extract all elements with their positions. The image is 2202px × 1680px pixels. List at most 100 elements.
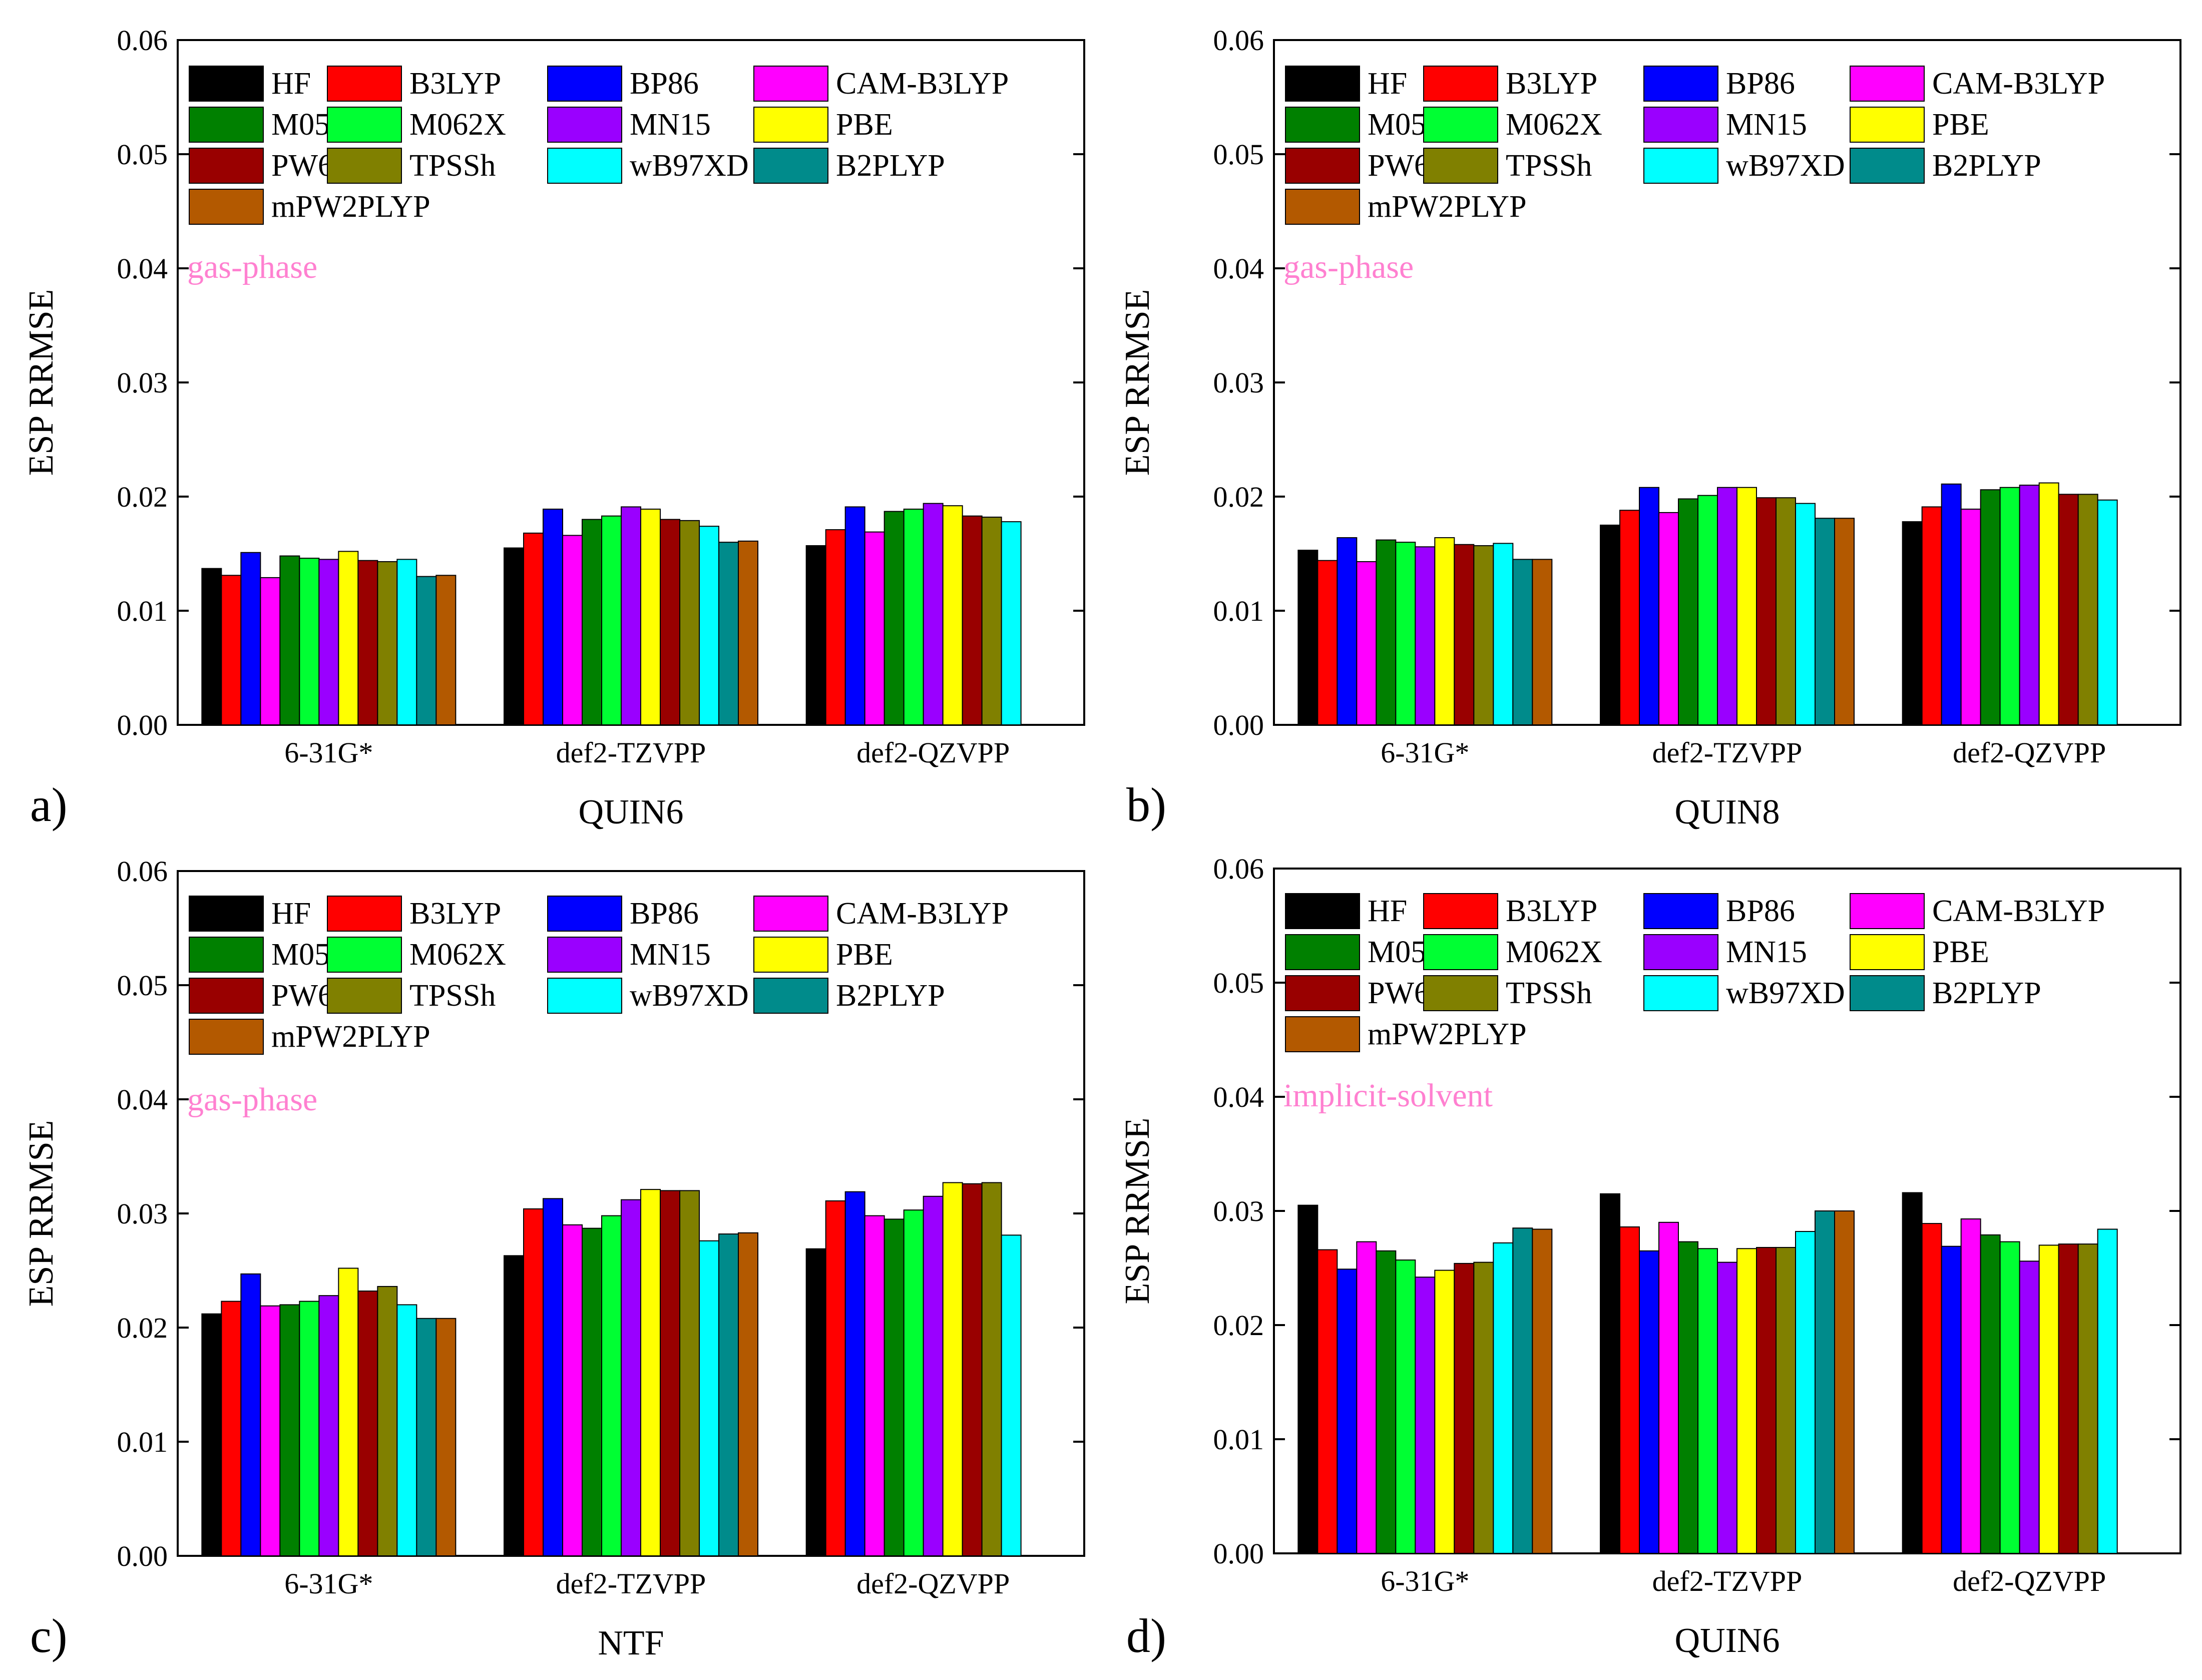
- bar-mn15: [318, 1295, 339, 1556]
- bar-pw6b95: [2058, 1243, 2079, 1554]
- y-tick-label: 0.01: [1213, 1423, 1264, 1456]
- bar-bp86: [543, 1198, 563, 1557]
- bar-m052x: [582, 1227, 602, 1556]
- bar-bp86: [844, 1191, 865, 1556]
- bar-wb97xd: [699, 526, 719, 726]
- bar-bp86: [1941, 483, 1962, 725]
- legend-swatch-pw6b95: [1285, 975, 1360, 1011]
- bar-bp86: [1639, 487, 1659, 725]
- legend-swatch-hf: [189, 66, 264, 102]
- bar-pbe: [338, 1268, 359, 1556]
- bar-cam-b3lyp: [1356, 1241, 1377, 1554]
- bar-hf: [504, 547, 524, 725]
- bar-mpw2plyp: [1834, 518, 1855, 725]
- bar-pbe: [942, 1182, 963, 1556]
- legend-swatch-pbe: [1850, 934, 1925, 970]
- y-tick-label: 0.05: [1213, 967, 1264, 999]
- legend-swatch-b3lyp: [1423, 66, 1498, 102]
- legend-swatch-tpssh: [1423, 148, 1498, 184]
- bar-mn15: [1415, 546, 1436, 725]
- legend-label: CAM-B3LYP: [836, 67, 1009, 101]
- bar-mn15: [923, 1195, 944, 1557]
- legend-label: BP86: [630, 67, 699, 101]
- chart-panel-1: 0.00 0.01 0.02 0.03 0.04 0.05 0.06 ESP RRMSE 6-3…: [22, 24, 1085, 831]
- bar-m062x: [1395, 542, 1416, 725]
- legend-label: B3LYP: [1506, 67, 1597, 101]
- y-tick-label: 0.03: [1213, 366, 1264, 399]
- bar-pbe: [640, 1189, 661, 1557]
- bar-tpssh: [679, 1190, 700, 1556]
- bar-hf: [805, 545, 826, 726]
- bar-bp86: [1337, 537, 1358, 725]
- legend-swatch-b2plyp: [1850, 148, 1925, 184]
- legend-label: MN15: [630, 108, 711, 142]
- y-tick-label: 0.04: [117, 252, 168, 285]
- legend-swatch-b3lyp: [327, 896, 402, 932]
- bar-b3lyp: [1921, 506, 1942, 726]
- y-tick-label: 0.04: [1213, 1081, 1264, 1113]
- bar-b3lyp: [825, 529, 846, 725]
- x-tick-label: def2-QZVPP: [856, 1567, 1010, 1600]
- x-tick-label: def2-TZVPP: [1652, 1565, 1803, 1597]
- bar-mpw2plyp: [435, 575, 457, 725]
- legend-swatch-b3lyp: [327, 66, 402, 102]
- legend-label: CAM-B3LYP: [1932, 67, 2105, 101]
- condition-annotation: implicit-solvent: [1283, 1077, 1493, 1114]
- bar-b3lyp: [825, 1200, 846, 1556]
- bar-bp86: [1337, 1269, 1358, 1554]
- bar-cam-b3lyp: [864, 531, 885, 726]
- bar-bp86: [240, 552, 261, 725]
- x-tick-label: def2-TZVPP: [556, 1567, 706, 1600]
- bar-pbe: [2038, 1244, 2059, 1554]
- panel-label: c): [30, 1609, 68, 1662]
- legend-swatch-mn15: [547, 937, 622, 973]
- legend-swatch-pbe: [753, 107, 828, 143]
- bar-cam-b3lyp: [864, 1215, 885, 1557]
- bar-b3lyp: [1619, 1226, 1640, 1554]
- legend-label: TPSSh: [1506, 976, 1592, 1010]
- y-axis-label: ESP RRMSE: [1118, 289, 1157, 476]
- bar-pbe: [1434, 1270, 1455, 1554]
- legend-label: TPSSh: [409, 979, 496, 1013]
- legend-label: B3LYP: [409, 897, 501, 931]
- y-tick-label: 0.00: [1213, 709, 1264, 741]
- bar-m062x: [601, 1215, 622, 1557]
- bar-pbe: [942, 505, 963, 725]
- bar-wb97xd: [1795, 1231, 1816, 1554]
- bar-pw6b95: [660, 1190, 680, 1556]
- bar-m052x: [884, 1218, 905, 1556]
- legend-swatch-cam-b3lyp: [753, 66, 828, 102]
- bar-cam-b3lyp: [562, 1224, 583, 1557]
- bar-pw6b95: [1756, 497, 1777, 726]
- bar-m062x: [299, 558, 320, 725]
- bar-b2plyp: [416, 576, 437, 725]
- y-tick-label: 0.02: [117, 1312, 168, 1344]
- legend-swatch-mpw2plyp: [189, 1019, 264, 1055]
- bar-m062x: [903, 509, 924, 726]
- bar-wb97xd: [1001, 521, 1022, 726]
- bar-m052x: [279, 1304, 300, 1556]
- x-axis-title: QUIN6: [1675, 1621, 1780, 1660]
- legend-label: PBE: [1932, 108, 1989, 142]
- bar-wb97xd: [396, 559, 417, 726]
- legend-swatch-wb97xd: [547, 978, 622, 1014]
- legend-swatch-mn15: [1643, 934, 1718, 970]
- bar-wb97xd: [1493, 1242, 1514, 1554]
- bar-cam-b3lyp: [1960, 509, 1981, 726]
- panel-label: a): [30, 778, 68, 831]
- bar-m052x: [279, 555, 300, 726]
- legend-swatch-m052x: [1285, 107, 1360, 143]
- legend-label: HF: [271, 897, 311, 931]
- bar-bp86: [1941, 1245, 1962, 1554]
- bar-m052x: [1980, 489, 2001, 725]
- bar-hf: [1297, 550, 1318, 726]
- legend-label: PBE: [1932, 935, 1989, 969]
- y-tick-label: 0.02: [1213, 481, 1264, 513]
- x-tick-label: def2-TZVPP: [556, 736, 706, 769]
- bar-mn15: [621, 506, 641, 726]
- y-tick-label: 0.03: [1213, 1195, 1264, 1227]
- bar-mpw2plyp: [1834, 1210, 1855, 1554]
- legend-swatch-b2plyp: [753, 978, 828, 1014]
- x-tick-label: def2-QZVPP: [1953, 1565, 2106, 1597]
- legend-label: HF: [1368, 894, 1407, 928]
